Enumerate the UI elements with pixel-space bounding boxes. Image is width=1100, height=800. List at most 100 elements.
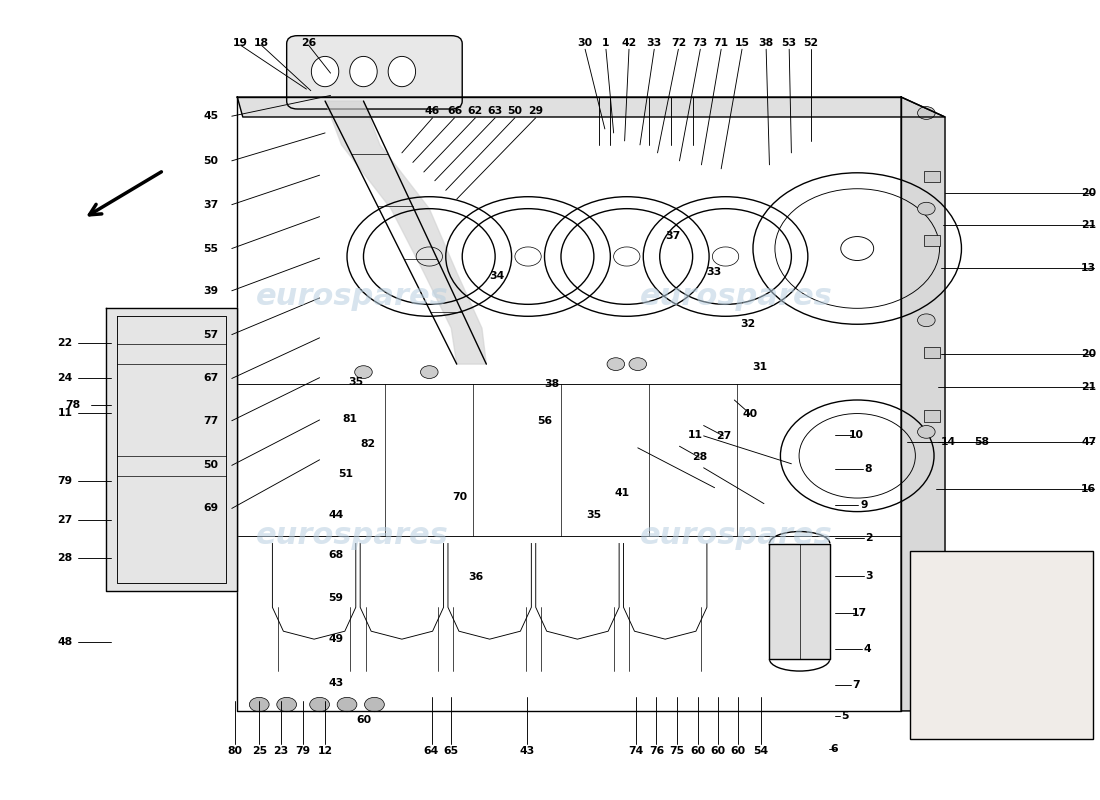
- Text: 58: 58: [974, 438, 989, 447]
- Bar: [924, 410, 939, 422]
- Text: 66: 66: [447, 106, 462, 117]
- Text: 41: 41: [615, 488, 630, 498]
- Text: eurospares: eurospares: [256, 521, 449, 550]
- Text: 10: 10: [848, 430, 864, 440]
- Text: 38: 38: [759, 38, 773, 48]
- Text: 50: 50: [204, 460, 219, 470]
- Text: 33: 33: [647, 38, 662, 48]
- Ellipse shape: [388, 56, 416, 86]
- Circle shape: [917, 426, 935, 438]
- Text: 70: 70: [452, 492, 468, 502]
- Text: 43: 43: [519, 746, 535, 756]
- Text: 74: 74: [628, 746, 643, 756]
- Text: eurospares: eurospares: [640, 282, 833, 311]
- Text: 11: 11: [57, 408, 73, 418]
- Circle shape: [337, 698, 356, 712]
- Text: 79: 79: [296, 746, 310, 756]
- Text: 48: 48: [57, 638, 73, 647]
- Text: 15: 15: [735, 38, 749, 48]
- Text: eurospares: eurospares: [640, 521, 833, 550]
- Text: 30: 30: [578, 38, 593, 48]
- Ellipse shape: [311, 56, 339, 86]
- Text: eurospares: eurospares: [256, 282, 449, 311]
- Circle shape: [119, 346, 224, 422]
- Circle shape: [211, 318, 227, 330]
- Text: 60: 60: [730, 746, 745, 756]
- Text: 32: 32: [740, 319, 755, 330]
- Text: 36: 36: [468, 572, 483, 582]
- Text: 55: 55: [204, 243, 219, 254]
- Text: 47: 47: [1081, 438, 1097, 447]
- Circle shape: [936, 599, 1041, 675]
- Text: 22: 22: [57, 338, 73, 347]
- Bar: [910, 551, 1093, 739]
- Text: 72: 72: [671, 38, 686, 48]
- Polygon shape: [769, 543, 829, 659]
- Circle shape: [114, 450, 229, 533]
- Circle shape: [978, 630, 999, 645]
- Text: 51: 51: [339, 469, 353, 479]
- Text: 21: 21: [1081, 220, 1097, 230]
- Circle shape: [354, 366, 372, 378]
- Circle shape: [310, 698, 330, 712]
- Text: 14: 14: [940, 438, 956, 447]
- Text: 20: 20: [1081, 349, 1097, 358]
- Text: 54: 54: [754, 746, 768, 756]
- Circle shape: [364, 698, 384, 712]
- Text: 17: 17: [851, 608, 867, 618]
- Text: 37: 37: [204, 200, 219, 210]
- Text: 25: 25: [252, 746, 267, 756]
- Text: 46: 46: [425, 106, 440, 117]
- Text: 77: 77: [204, 416, 219, 426]
- Circle shape: [277, 698, 297, 712]
- Text: 24: 24: [57, 373, 73, 382]
- Text: 4: 4: [864, 644, 871, 654]
- Text: 11: 11: [688, 430, 702, 440]
- Text: 76: 76: [649, 746, 664, 756]
- Polygon shape: [901, 97, 945, 711]
- Text: 35: 35: [586, 510, 602, 520]
- Circle shape: [1026, 643, 1075, 678]
- Text: 13: 13: [1081, 263, 1097, 274]
- Text: 60: 60: [356, 715, 371, 726]
- Text: 50: 50: [204, 156, 219, 166]
- Circle shape: [117, 446, 132, 458]
- Text: 73: 73: [693, 38, 708, 48]
- Text: 60: 60: [691, 746, 706, 756]
- Text: 20: 20: [1081, 188, 1097, 198]
- Circle shape: [607, 358, 625, 370]
- Circle shape: [117, 318, 132, 330]
- Ellipse shape: [350, 56, 377, 86]
- Text: 28: 28: [692, 452, 707, 462]
- Text: 38: 38: [544, 379, 560, 389]
- Text: 79: 79: [57, 476, 73, 486]
- Text: 71: 71: [714, 38, 728, 48]
- Text: 53: 53: [782, 38, 796, 48]
- Text: 82: 82: [361, 439, 375, 449]
- Text: 12: 12: [318, 746, 332, 756]
- Polygon shape: [238, 97, 945, 117]
- Text: 7: 7: [852, 680, 860, 690]
- Circle shape: [250, 698, 270, 712]
- Text: 64: 64: [424, 746, 439, 756]
- Text: 28: 28: [57, 553, 73, 563]
- Text: 40: 40: [742, 409, 757, 418]
- Text: 60: 60: [711, 746, 725, 756]
- Text: 67: 67: [204, 374, 219, 383]
- Text: 26: 26: [301, 38, 316, 48]
- FancyBboxPatch shape: [287, 36, 462, 109]
- Polygon shape: [106, 308, 238, 591]
- Text: 6: 6: [830, 744, 838, 754]
- Text: 2: 2: [866, 533, 873, 543]
- Text: 37: 37: [666, 230, 681, 241]
- Circle shape: [211, 574, 227, 585]
- Circle shape: [629, 358, 647, 370]
- Text: 52: 52: [804, 38, 818, 48]
- Text: 34: 34: [490, 271, 505, 282]
- Text: 31: 31: [752, 362, 767, 371]
- Circle shape: [420, 366, 438, 378]
- Text: 50: 50: [507, 106, 522, 117]
- Text: 33: 33: [706, 267, 722, 278]
- Text: 16: 16: [1081, 484, 1097, 494]
- Text: 56: 56: [537, 416, 552, 426]
